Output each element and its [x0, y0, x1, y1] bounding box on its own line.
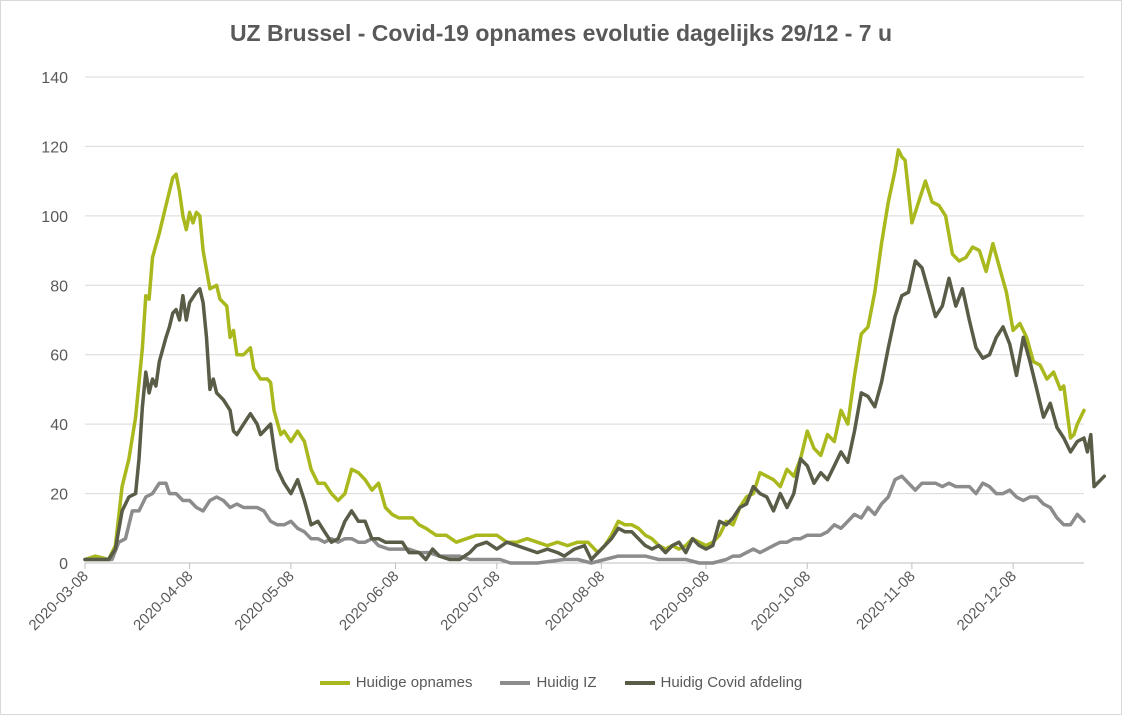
y-tick-label: 40 [50, 417, 68, 434]
legend-item: Huidig Covid afdeling [624, 674, 803, 691]
y-tick-label: 0 [59, 556, 68, 573]
x-tick-label: 2020-12-08 [954, 568, 1020, 634]
x-tick-label: 2020-10-08 [748, 568, 814, 634]
x-tick-label: 2020-08-08 [542, 568, 608, 634]
y-tick-label: 140 [41, 70, 68, 87]
gridlines [85, 76, 1084, 495]
y-tick-label: 20 [50, 487, 68, 504]
legend-label: Huidig Covid afdeling [660, 674, 803, 691]
y-tick-label: 100 [41, 209, 68, 226]
x-axis: 2020-03-08 2020-04-08 2020-05-08 2020-06-08… [26, 562, 1084, 634]
series-line [83, 259, 1107, 562]
series-line [83, 148, 1086, 562]
chart-title: UZ Brussel - Covid-19 opnames evolutie d… [229, 20, 893, 46]
legend-swatch [624, 680, 655, 685]
legend: Huidige opnames Huidig IZ Huidig Covid afd… [0, 674, 1122, 691]
y-axis: 0 20 40 60 80 100 120 140 [41, 70, 68, 573]
series-line [83, 474, 1086, 565]
x-tick-label: 2020-05-08 [231, 568, 297, 634]
y-tick-label: 120 [41, 139, 68, 156]
series-lines [83, 148, 1107, 565]
x-tick-label: 2020-07-08 [437, 568, 503, 634]
y-tick-label: 80 [50, 278, 68, 295]
x-tick-label: 2020-03-08 [26, 568, 92, 634]
x-tick-label: 2020-04-08 [130, 568, 196, 634]
x-tick-label: 2020-09-08 [647, 568, 713, 634]
legend-item: Huidige opnames [319, 674, 473, 691]
y-tick-label: 60 [50, 348, 68, 365]
legend-swatch [500, 680, 531, 685]
x-tick-label: 2020-06-08 [336, 568, 402, 634]
legend-item: Huidig IZ [500, 674, 597, 691]
legend-label: Huidig IZ [536, 674, 597, 691]
legend-swatch [319, 680, 350, 685]
x-tick-label: 2020-11-08 [853, 568, 918, 633]
legend-label: Huidige opnames [355, 674, 473, 691]
